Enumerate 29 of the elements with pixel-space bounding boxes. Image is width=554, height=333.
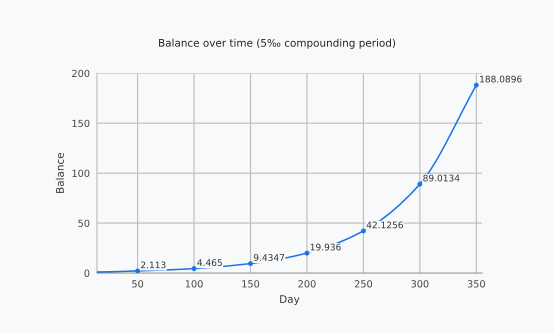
data-label: 89.0134 xyxy=(423,174,460,182)
y-tick-label: 200 xyxy=(72,70,90,78)
data-label: 2.113 xyxy=(141,261,166,268)
data-label: 9.4347 xyxy=(254,254,284,261)
x-tick-label: 250 xyxy=(354,280,372,288)
y-tick-label: 100 xyxy=(72,170,90,177)
x-tick-label: 150 xyxy=(242,280,260,288)
point xyxy=(474,82,479,88)
chart-title: Balance over time (5‰ compounding period) xyxy=(159,38,396,49)
y-tick-label: 0 xyxy=(84,270,90,277)
data-label: 4.465 xyxy=(197,259,222,266)
y-tick-label: 50 xyxy=(78,220,90,227)
y-tick-label: 150 xyxy=(72,120,90,128)
x-tick-label: 350 xyxy=(468,280,485,288)
point xyxy=(192,266,196,272)
y-axis-title: Balance xyxy=(56,152,64,193)
point xyxy=(417,182,422,187)
x-axis-title: Day xyxy=(280,295,300,306)
data-label: 42.1256 xyxy=(366,222,403,228)
point xyxy=(360,228,366,234)
point xyxy=(135,268,140,274)
x-tick-label: 300 xyxy=(411,280,429,288)
point xyxy=(248,261,253,266)
x-tick-label: 50 xyxy=(132,280,144,288)
data-label: 188.0896 xyxy=(480,76,522,83)
x-tick-label: 200 xyxy=(298,280,316,288)
data-label: 19.936 xyxy=(310,244,341,250)
point xyxy=(304,250,310,256)
x-tick-label: 100 xyxy=(186,280,203,288)
